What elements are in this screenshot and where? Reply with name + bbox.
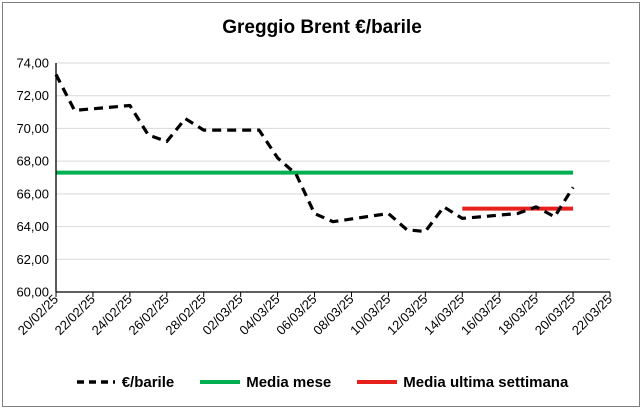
series-lines — [54, 73, 575, 234]
y-tick-label: 60,00 — [16, 285, 49, 300]
x-tick-label: 22/03/25 — [569, 292, 615, 338]
chart-frame — [2, 2, 640, 407]
legend-label-media-mese: Media mese — [246, 373, 332, 391]
y-tick-label: 74,00 — [16, 56, 49, 71]
y-tick-label: 66,00 — [16, 186, 49, 201]
legend-swatch-media-mese — [200, 380, 241, 384]
chart-title: Greggio Brent €/barile — [222, 17, 422, 38]
y-tick-label: 68,00 — [16, 154, 49, 169]
axes: 60,00 62,00 64,00 66,00 68,00 70,00 72,00 74,00… — [15, 56, 615, 338]
legend-swatch-media-settimana — [357, 380, 398, 384]
y-tick-label: 72,00 — [16, 88, 49, 103]
y-tick-label: 64,00 — [16, 219, 49, 234]
legend-label-prezzo: €/barile — [121, 373, 175, 391]
legend-swatch-prezzo — [76, 380, 115, 384]
legend: €/barile Media mese Media ultima settima… — [0, 371, 644, 393]
legend-item-media-settimana: Media ultima settimana — [357, 374, 568, 391]
legend-item-prezzo: €/barile — [76, 373, 175, 391]
legend-label-media-settimana: Media ultima settimana — [403, 373, 569, 391]
y-tick-label: 70,00 — [16, 121, 49, 136]
y-tick-label: 62,00 — [16, 252, 49, 267]
gridlines — [56, 62, 610, 293]
legend-item-media-mese: Media mese — [200, 374, 331, 391]
series-line-prezzo — [54, 73, 575, 234]
